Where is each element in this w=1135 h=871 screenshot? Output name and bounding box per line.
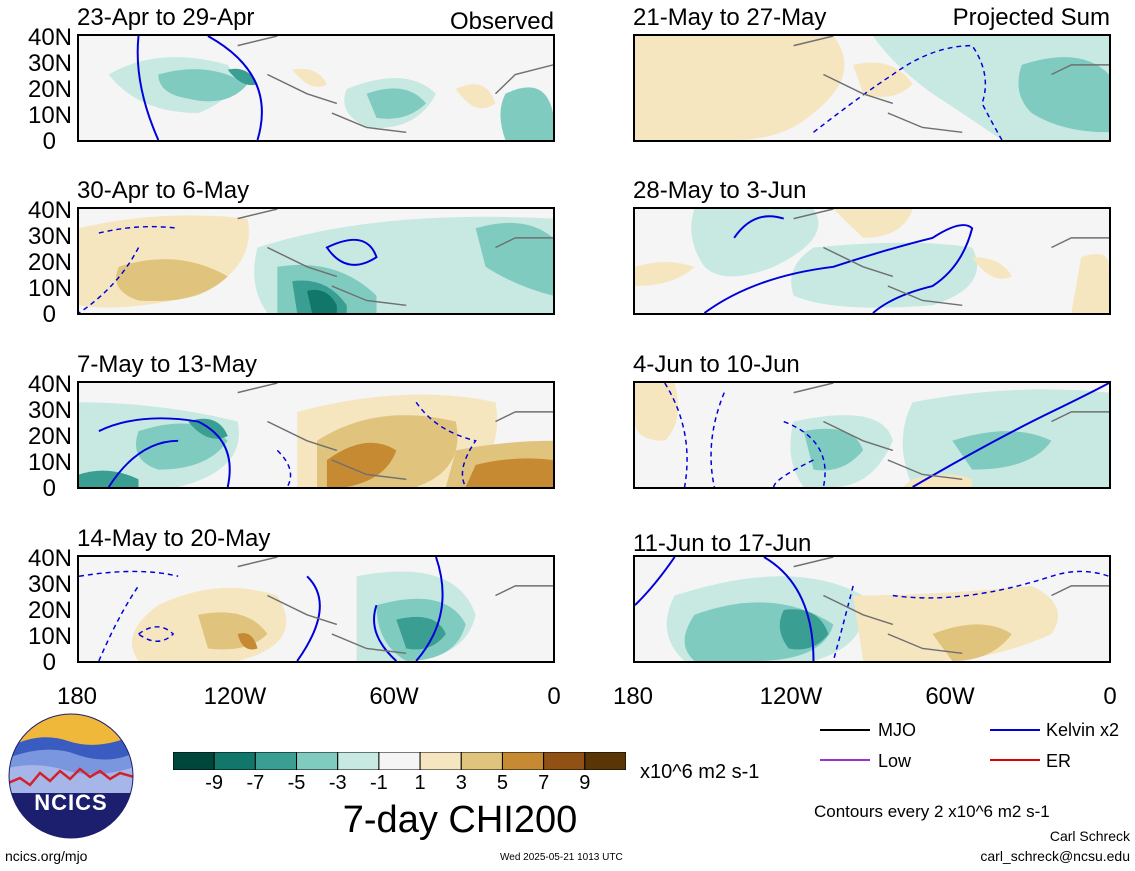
lat-tick: 20N (27, 423, 72, 450)
lat-tick: 30N (27, 50, 72, 77)
colorbar-swatches (173, 752, 626, 770)
panel-title: 30-Apr to 6-May (77, 177, 250, 204)
colorbar-tick-label: -7 (246, 772, 265, 794)
colorbar-swatch (296, 752, 339, 770)
colorbar-tick-label: 5 (496, 772, 509, 794)
lat-tick: 0 (42, 649, 56, 676)
panel-title: 21-May to 27-May (633, 4, 827, 31)
colorbar-tick-label: 3 (455, 772, 467, 794)
colorbar-title: 7-day CHI200 (342, 799, 578, 841)
colorbar-tick-label: -3 (328, 772, 347, 794)
lon-tick: 60W (369, 683, 419, 710)
lon-tick: 120W (759, 683, 823, 710)
legend-label-kelvin: Kelvin x2 (1046, 720, 1120, 740)
lat-tick: 20N (27, 249, 72, 276)
lon-tick: 180 (56, 683, 98, 710)
colorbar-tick-label: 7 (538, 772, 550, 794)
lon-tick: 180 (612, 683, 654, 710)
panel-title: 7-May to 13-May (77, 351, 258, 378)
colorbar-swatch (460, 752, 503, 770)
map-observed-1 (77, 34, 555, 142)
lon-tick: 0 (547, 683, 561, 710)
ncics-logo: NCICS (8, 713, 134, 839)
logo-text: NCICS (34, 790, 108, 815)
colorbar-swatch (378, 752, 421, 770)
lat-tick: 20N (27, 76, 72, 103)
panel-title: 14-May to 20-May (77, 525, 271, 552)
colorbar-tick-label: -5 (287, 772, 306, 794)
lat-tick: 30N (27, 571, 72, 598)
panel-title: 23-Apr to 29-Apr (77, 4, 255, 31)
lon-tick: 0 (1103, 683, 1117, 710)
lat-tick: 10N (27, 102, 72, 129)
map-observed-4 (77, 555, 555, 663)
colorbar-swatch (419, 752, 462, 770)
lat-tick: 30N (27, 397, 72, 424)
contour-interval-note: Contours every 2 x10^6 m2 s-1 (814, 802, 1050, 821)
lat-tick: 20N (27, 597, 72, 624)
map-observed-3 (77, 381, 555, 489)
lon-tick: 120W (203, 683, 267, 710)
lat-tick: 30N (27, 223, 72, 250)
footer-email[interactable]: carl_schreck@ncsu.edu (980, 848, 1130, 864)
lat-tick: 10N (27, 275, 72, 302)
colorbar-tick-label: 9 (579, 772, 591, 794)
legend-label-low: Low (878, 751, 912, 771)
panel-title: 28-May to 3-Jun (633, 177, 807, 204)
footer-author: Carl Schreck (1049, 828, 1130, 844)
lat-tick: 40N (27, 371, 72, 398)
colorbar-swatch (543, 752, 586, 770)
projected-label: Projected Sum (952, 4, 1110, 31)
legend-label-er: ER (1046, 751, 1072, 771)
panel-title: 4-Jun to 10-Jun (633, 351, 800, 378)
colorbar-units: x10^6 m2 s-1 (640, 761, 760, 783)
colorbar-swatch (254, 752, 298, 770)
lat-tick: 10N (27, 623, 72, 650)
footer-timestamp: Wed 2025-05-21 1013 UTC (500, 852, 623, 863)
colorbar-tick-label: -1 (370, 772, 388, 794)
map-projected-3 (633, 381, 1111, 489)
legend-swatches (820, 729, 1040, 761)
lat-tick: 40N (27, 545, 72, 572)
lat-tick: 40N (27, 24, 72, 51)
map-projected-1 (633, 34, 1111, 142)
legend-label-mjo: MJO (878, 720, 916, 740)
colorbar-swatch (337, 752, 380, 770)
colorbar-tick-label: -9 (205, 772, 224, 794)
footer-url[interactable]: ncics.org/mjo (5, 848, 88, 864)
colorbar-swatch (584, 752, 626, 770)
colorbar-swatch (501, 752, 545, 770)
observed-label: Observed (449, 8, 554, 35)
lat-tick: 0 (42, 301, 56, 328)
panel-title: 11-Jun to 17-Jun (633, 530, 812, 557)
map-observed-2 (77, 207, 555, 315)
lat-tick: 10N (27, 449, 72, 476)
lat-tick: 0 (42, 128, 56, 155)
colorbar-tick-label: 1 (414, 772, 426, 794)
map-projected-4 (633, 555, 1111, 663)
lat-tick: 0 (42, 475, 56, 502)
map-projected-2 (633, 207, 1111, 315)
lon-tick: 60W (925, 683, 975, 710)
colorbar-swatch (213, 752, 256, 770)
colorbar-swatch (173, 752, 215, 770)
lat-tick: 40N (27, 197, 72, 224)
